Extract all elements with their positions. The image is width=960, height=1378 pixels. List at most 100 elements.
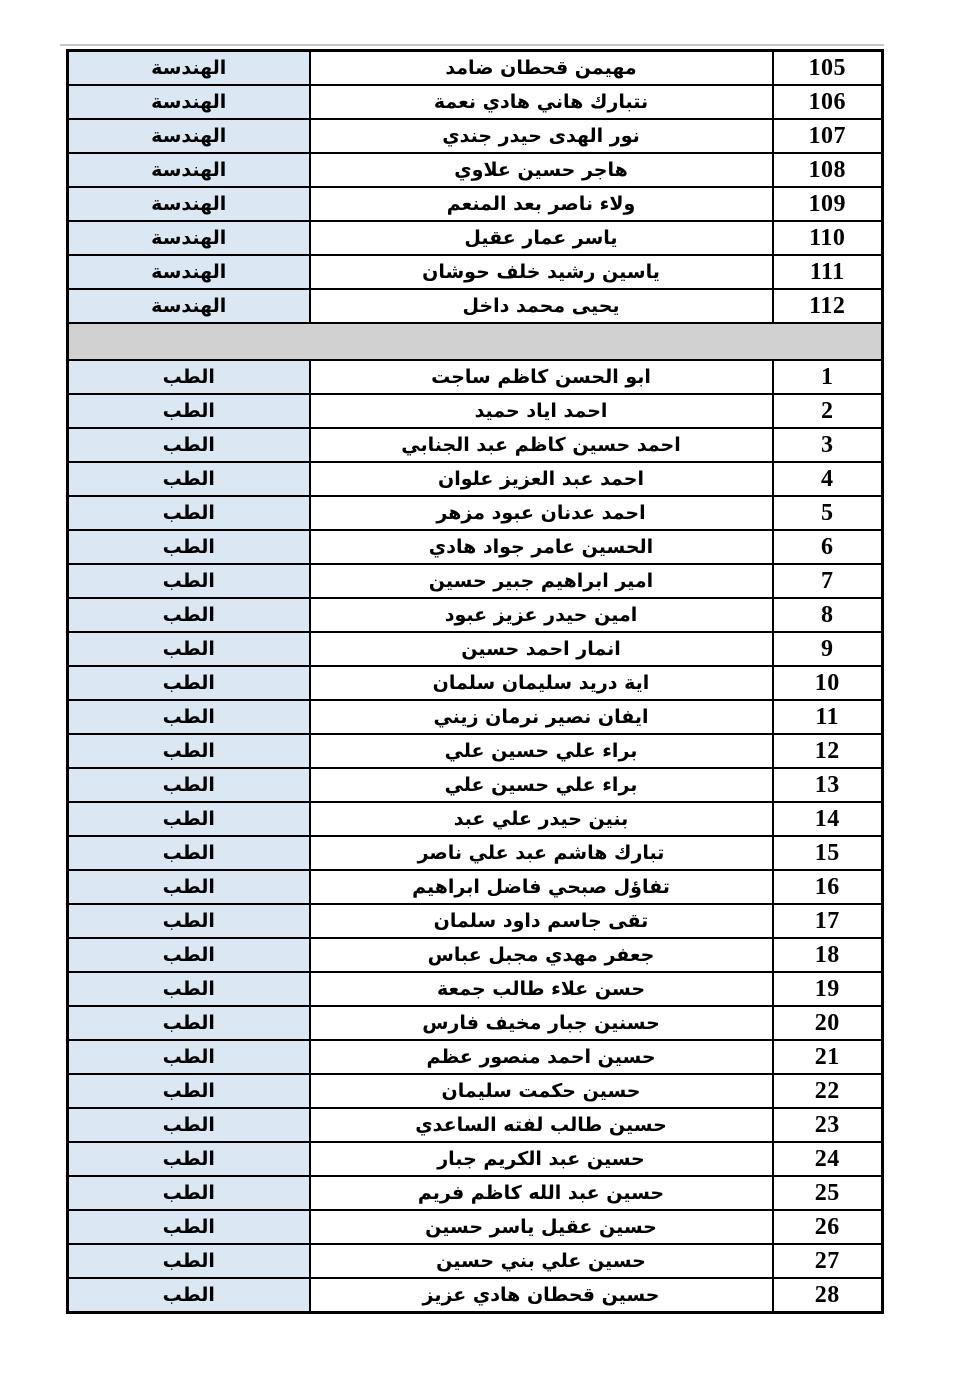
department-cell: الطب xyxy=(66,1073,311,1109)
student-name-cell: احمد حسين كاظم عبد الجنابي xyxy=(308,427,774,463)
table-row: 19 حسن علاء طالب جمعة الطب xyxy=(66,971,884,1007)
department-cell: الطب xyxy=(66,1141,311,1177)
department-cell: الطب xyxy=(66,1175,311,1211)
serial-number-cell: 17 xyxy=(771,903,884,939)
department-cell: الهندسة xyxy=(66,118,311,154)
table-row: 9 انمار احمد حسين الطب xyxy=(66,631,884,667)
student-name-cell: براء علي حسين علي xyxy=(308,733,774,769)
student-name-cell: ايفان نصير نرمان زيني xyxy=(308,699,774,735)
serial-number-cell: 26 xyxy=(771,1209,884,1245)
serial-number-cell: 20 xyxy=(771,1005,884,1041)
serial-number-cell: 1 xyxy=(771,359,884,395)
department-cell: الطب xyxy=(66,427,311,463)
serial-number-cell: 8 xyxy=(771,597,884,633)
table-row: 112 يحيى محمد داخل الهندسة xyxy=(66,288,884,324)
student-name-cell: حسنين جبار مخيف فارس xyxy=(308,1005,774,1041)
table-row: 13 براء علي حسين علي الطب xyxy=(66,767,884,803)
separator-cell xyxy=(66,322,884,361)
serial-number-cell: 4 xyxy=(771,461,884,497)
student-name-cell: احمد اياد حميد xyxy=(308,393,774,429)
table-row: 27 حسين علي بني حسين الطب xyxy=(66,1243,884,1279)
serial-number-cell: 22 xyxy=(771,1073,884,1109)
table-row: 4 احمد عبد العزيز علوان الطب xyxy=(66,461,884,497)
department-cell: الهندسة xyxy=(66,186,311,222)
table-row: 24 حسين عبد الكريم جبار الطب xyxy=(66,1141,884,1177)
student-name-cell: نور الهدى حيدر جندي xyxy=(308,118,774,154)
section-separator-row xyxy=(66,322,884,361)
serial-number-cell: 2 xyxy=(771,393,884,429)
table-row: 12 براء علي حسين علي الطب xyxy=(66,733,884,769)
table-row: 17 تقى جاسم داود سلمان الطب xyxy=(66,903,884,939)
department-cell: الطب xyxy=(66,597,311,633)
department-cell: الطب xyxy=(66,631,311,667)
serial-number-cell: 5 xyxy=(771,495,884,531)
table-row: 21 حسين احمد منصور عظم الطب xyxy=(66,1039,884,1075)
serial-number-cell: 6 xyxy=(771,529,884,565)
serial-number-cell: 14 xyxy=(771,801,884,837)
table-row: 108 هاجر حسين علاوي الهندسة xyxy=(66,152,884,188)
cropped-row-border-artifact xyxy=(60,44,884,46)
student-name-cell: تبارك هاشم عبد علي ناصر xyxy=(308,835,774,871)
serial-number-cell: 108 xyxy=(771,152,884,188)
student-name-cell: ياسر عمار عقيل xyxy=(308,220,774,256)
student-name-cell: يحيى محمد داخل xyxy=(308,288,774,324)
student-name-cell: حسين احمد منصور عظم xyxy=(308,1039,774,1075)
department-cell: الطب xyxy=(66,1277,311,1314)
table-row: 18 جعفر مهدي مجبل عباس الطب xyxy=(66,937,884,973)
student-roster-table: 105 مهيمن قحطان ضامد الهندسة 106 نتبارك … xyxy=(66,49,884,1314)
student-name-cell: ولاء ناصر بعد المنعم xyxy=(308,186,774,222)
student-name-cell: بنين حيدر علي عبد xyxy=(308,801,774,837)
table-row: 5 احمد عدنان عبود مزهر الطب xyxy=(66,495,884,531)
serial-number-cell: 9 xyxy=(771,631,884,667)
serial-number-cell: 18 xyxy=(771,937,884,973)
student-name-cell: حسن علاء طالب جمعة xyxy=(308,971,774,1007)
table-row: 20 حسنين جبار مخيف فارس الطب xyxy=(66,1005,884,1041)
table-row: 26 حسين عقيل ياسر حسين الطب xyxy=(66,1209,884,1245)
table-row: 107 نور الهدى حيدر جندي الهندسة xyxy=(66,118,884,154)
table-row: 109 ولاء ناصر بعد المنعم الهندسة xyxy=(66,186,884,222)
department-cell: الطب xyxy=(66,665,311,701)
serial-number-cell: 27 xyxy=(771,1243,884,1279)
serial-number-cell: 7 xyxy=(771,563,884,599)
department-cell: الطب xyxy=(66,801,311,837)
department-cell: الطب xyxy=(66,563,311,599)
student-name-cell: حسين علي بني حسين xyxy=(308,1243,774,1279)
table-row: 6 الحسين عامر جواد هادي الطب xyxy=(66,529,884,565)
serial-number-cell: 15 xyxy=(771,835,884,871)
table-row: 106 نتبارك هاني هادي نعمة الهندسة xyxy=(66,84,884,120)
serial-number-cell: 112 xyxy=(771,288,884,324)
table-row: 11 ايفان نصير نرمان زيني الطب xyxy=(66,699,884,735)
department-cell: الطب xyxy=(66,529,311,565)
student-name-cell: ياسين رشيد خلف حوشان xyxy=(308,254,774,290)
department-cell: الطب xyxy=(66,937,311,973)
serial-number-cell: 10 xyxy=(771,665,884,701)
serial-number-cell: 111 xyxy=(771,254,884,290)
student-name-cell: مهيمن قحطان ضامد xyxy=(308,49,774,86)
student-name-cell: امين حيدر عزيز عبود xyxy=(308,597,774,633)
student-name-cell: احمد عدنان عبود مزهر xyxy=(308,495,774,531)
student-name-cell: براء علي حسين علي xyxy=(308,767,774,803)
student-name-cell: حسين عبد الله كاظم فريم xyxy=(308,1175,774,1211)
department-cell: الطب xyxy=(66,393,311,429)
student-name-cell: امير ابراهيم جبير حسين xyxy=(308,563,774,599)
department-cell: الطب xyxy=(66,971,311,1007)
department-cell: الهندسة xyxy=(66,49,311,86)
table-row: 14 بنين حيدر علي عبد الطب xyxy=(66,801,884,837)
department-cell: الطب xyxy=(66,359,311,395)
serial-number-cell: 19 xyxy=(771,971,884,1007)
serial-number-cell: 106 xyxy=(771,84,884,120)
serial-number-cell: 107 xyxy=(771,118,884,154)
table-row: 10 اية دريد سليمان سلمان الطب xyxy=(66,665,884,701)
table-row: 25 حسين عبد الله كاظم فريم الطب xyxy=(66,1175,884,1211)
serial-number-cell: 12 xyxy=(771,733,884,769)
serial-number-cell: 28 xyxy=(771,1277,884,1314)
department-cell: الطب xyxy=(66,733,311,769)
student-name-cell: هاجر حسين علاوي xyxy=(308,152,774,188)
table-row: 7 امير ابراهيم جبير حسين الطب xyxy=(66,563,884,599)
table-row: 3 احمد حسين كاظم عبد الجنابي الطب xyxy=(66,427,884,463)
table-row: 1 ابو الحسن كاظم ساجت الطب xyxy=(66,359,884,395)
student-name-cell: تقى جاسم داود سلمان xyxy=(308,903,774,939)
student-name-cell: انمار احمد حسين xyxy=(308,631,774,667)
serial-number-cell: 105 xyxy=(771,49,884,86)
